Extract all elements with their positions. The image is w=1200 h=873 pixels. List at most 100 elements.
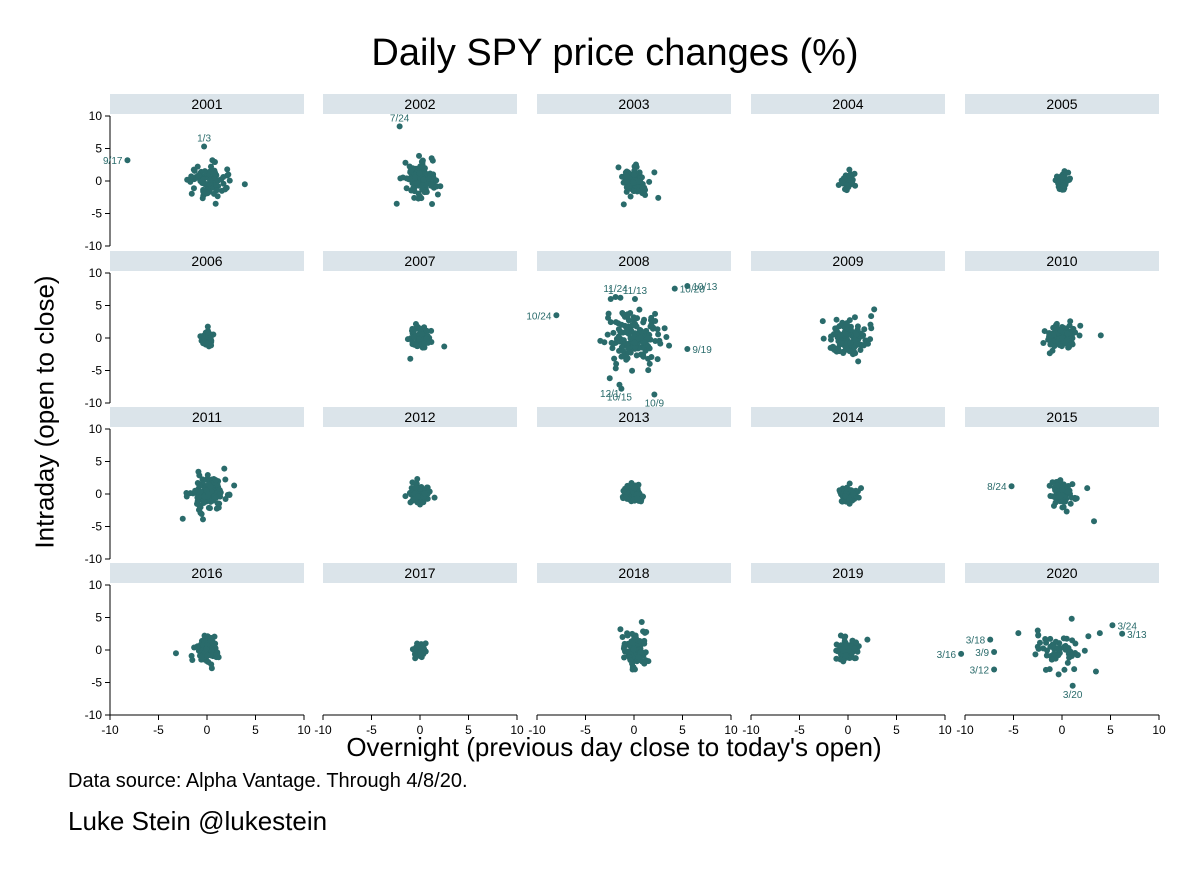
data-point <box>393 200 400 207</box>
data-point <box>1067 318 1074 325</box>
data-point <box>623 178 630 185</box>
data-point <box>1059 334 1066 341</box>
chart-title: Daily SPY price changes (%) <box>371 32 859 74</box>
facet-year-label: 2003 <box>537 94 731 114</box>
point-date-label: 3/18 <box>966 636 986 647</box>
data-point <box>833 316 840 323</box>
data-point <box>1097 332 1104 339</box>
data-point <box>1050 502 1057 509</box>
point-date-label: 3/16 <box>937 650 957 661</box>
data-point <box>433 183 440 190</box>
facet-year-label: 2012 <box>323 407 517 427</box>
data-point <box>1060 182 1067 189</box>
data-point <box>848 179 855 186</box>
x-tick-label: 0 <box>631 723 638 737</box>
scatter-plot: -10 -5 0 5 10 <box>528 619 738 737</box>
data-point <box>625 344 632 351</box>
data-point <box>684 346 691 353</box>
data-point <box>434 191 441 198</box>
data-point <box>654 356 661 363</box>
data-point <box>615 164 622 171</box>
facet-year-label: 2011 <box>110 407 304 427</box>
x-tick-label: -10 <box>742 723 760 737</box>
y-tick-label: -5 <box>91 520 102 534</box>
facet-plot-area <box>751 116 945 246</box>
data-point <box>1070 325 1077 332</box>
y-tick-label: 10 <box>89 109 103 123</box>
data-point <box>225 171 232 178</box>
data-point <box>206 176 213 183</box>
facet-plot-area: 10 5 0 -5 -10 <box>85 266 304 410</box>
facet-panel: 2005 <box>965 94 1159 246</box>
data-point <box>428 327 435 334</box>
data-point <box>1068 652 1075 659</box>
data-point <box>194 163 201 170</box>
data-point <box>868 313 875 320</box>
data-point <box>203 645 210 652</box>
data-point <box>631 485 638 492</box>
data-point <box>1051 650 1058 657</box>
data-point <box>226 177 233 184</box>
data-point <box>195 468 202 475</box>
data-point <box>412 174 419 181</box>
data-point <box>871 306 878 313</box>
facet-plot-area: -10 -5 0 5 10 <box>528 585 738 737</box>
data-point <box>220 180 227 187</box>
y-tick-label: 0 <box>95 331 102 345</box>
data-point <box>646 360 653 367</box>
data-point <box>621 643 628 650</box>
data-point <box>196 482 203 489</box>
facet-plot-area <box>751 429 945 559</box>
data-point <box>396 123 403 130</box>
data-point <box>630 179 637 186</box>
data-point <box>403 185 410 192</box>
data-point <box>418 330 425 337</box>
data-point <box>195 172 202 179</box>
data-point <box>1053 324 1060 331</box>
data-point <box>421 340 428 347</box>
data-point <box>417 651 424 658</box>
data-point <box>651 391 658 398</box>
data-point <box>631 339 638 346</box>
data-point <box>179 515 186 522</box>
data-point <box>632 636 639 643</box>
data-point <box>222 476 229 483</box>
point-date-label: 3/20 <box>1063 690 1083 701</box>
data-point <box>1064 488 1071 495</box>
data-point <box>223 184 230 191</box>
x-axis-label: Overnight (previous day close to today's… <box>346 732 882 762</box>
scatter-plot: -10 -5 0 5 10 3/16 3/183/9 3/12 3/20 3/243/13 <box>937 615 1166 737</box>
data-point <box>1076 332 1083 339</box>
data-point <box>221 465 228 472</box>
data-point <box>851 645 858 652</box>
data-point <box>1091 518 1098 525</box>
scatter-plot <box>1040 318 1104 357</box>
data-point <box>851 170 858 177</box>
point-date-label: 1 <box>608 286 614 297</box>
data-point <box>606 375 613 382</box>
facet-panel: 2011 10 5 0 -5 -10 <box>85 407 304 566</box>
data-point <box>1036 639 1043 646</box>
data-point <box>684 283 691 289</box>
x-tick-label: 5 <box>1107 723 1114 737</box>
facet-plot-area: 10 5 0 -5 -10 9/17 1/3 <box>85 109 304 253</box>
data-point <box>203 476 210 483</box>
data-point <box>666 342 673 349</box>
data-point <box>607 319 614 326</box>
data-point <box>428 180 435 187</box>
scatter-plot: 7/24 <box>390 113 444 207</box>
facet-panel: 2010 <box>965 251 1159 403</box>
data-point <box>1040 340 1047 347</box>
data-point <box>624 632 631 639</box>
data-point <box>1041 328 1048 335</box>
data-point <box>860 342 867 349</box>
data-point <box>1119 630 1126 637</box>
data-point <box>1054 645 1061 652</box>
data-point <box>204 472 211 479</box>
data-point <box>1032 651 1039 658</box>
x-tick-label: 0 <box>845 723 852 737</box>
point-date-label: 3/9 <box>975 648 989 659</box>
data-point <box>852 336 859 343</box>
data-point <box>213 494 220 501</box>
data-point <box>420 644 427 651</box>
